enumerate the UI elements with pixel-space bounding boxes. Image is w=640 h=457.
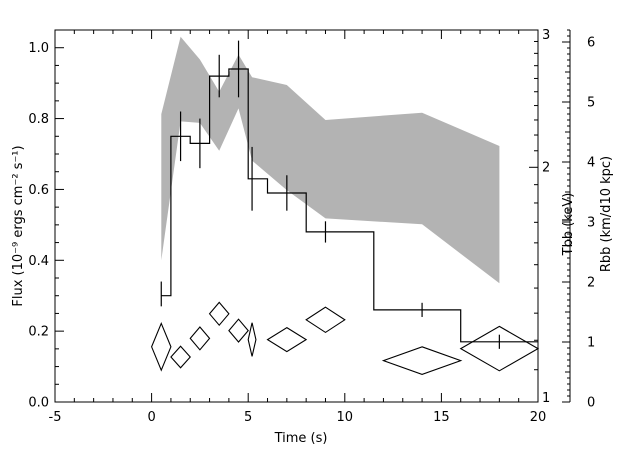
- radius-diamond: [151, 321, 172, 372]
- y2-axis-title: Tbb (keV): [561, 193, 576, 257]
- y2-tick-label: 1: [542, 391, 550, 406]
- radius-diamond: [381, 346, 463, 375]
- y3-tick-label: 3: [587, 216, 595, 231]
- y-tick-label: 0.6: [28, 183, 49, 198]
- radius-diamond: [208, 301, 230, 327]
- y3-axis-title: Rbb (km/d10 kpc): [599, 156, 614, 272]
- radius-diamond: [228, 318, 249, 343]
- temperature-band: [161, 36, 500, 284]
- y3-tick-label: 4: [587, 156, 595, 171]
- x-tick-label: 0: [147, 410, 155, 425]
- temperature-band-layer: [161, 36, 500, 284]
- radius-diamond: [170, 345, 191, 369]
- y3-tick-label: 2: [587, 276, 595, 291]
- y-tick-label: 0.2: [28, 325, 49, 340]
- y-tick-label: 0.0: [28, 396, 49, 411]
- axes-layer: -5 0 5 10 15 20 0.0 0.2 0.4 0.6 0.8 1.0 1 2 3 0 1 2 3 4 5 6: [28, 28, 595, 425]
- plot-frame: [54, 29, 539, 403]
- axis-titles: Time (s) Flux (10⁻⁹ ergs cm⁻² s⁻¹) Tbb (…: [11, 145, 614, 446]
- radius-diamond: [266, 326, 308, 353]
- flux-errorbar-layer: [160, 40, 500, 349]
- x-tick-label: -5: [49, 410, 62, 425]
- radius-diamond: [305, 306, 346, 334]
- radius-diamond: [247, 322, 257, 357]
- x-axis-title: Time (s): [274, 431, 328, 446]
- y3-tick-label: 1: [587, 336, 595, 351]
- flux-step-line: [161, 68, 538, 343]
- flux-step-layer: [161, 68, 538, 343]
- y-axis-title: Flux (10⁻⁹ ergs cm⁻² s⁻¹): [11, 145, 26, 306]
- y-tick-label: 0.8: [28, 112, 49, 127]
- y2-tick-label: 2: [542, 160, 550, 175]
- x-tick-label: 10: [337, 410, 354, 425]
- radius-diamond: [189, 326, 211, 351]
- y3-tick-label: 5: [587, 96, 595, 111]
- y3-tick-label: 6: [587, 36, 595, 51]
- x-tick-label: 15: [433, 410, 450, 425]
- x-tick-label: 5: [244, 410, 252, 425]
- y2-tick-label: 3: [542, 28, 550, 43]
- y-tick-label: 1.0: [28, 41, 49, 56]
- radius-diamond-layer: [151, 301, 540, 375]
- y-tick-label: 0.4: [28, 254, 49, 269]
- radius-diamond: [459, 325, 540, 372]
- y3-tick-label: 0: [587, 396, 595, 411]
- x-tick-label: 20: [530, 410, 547, 425]
